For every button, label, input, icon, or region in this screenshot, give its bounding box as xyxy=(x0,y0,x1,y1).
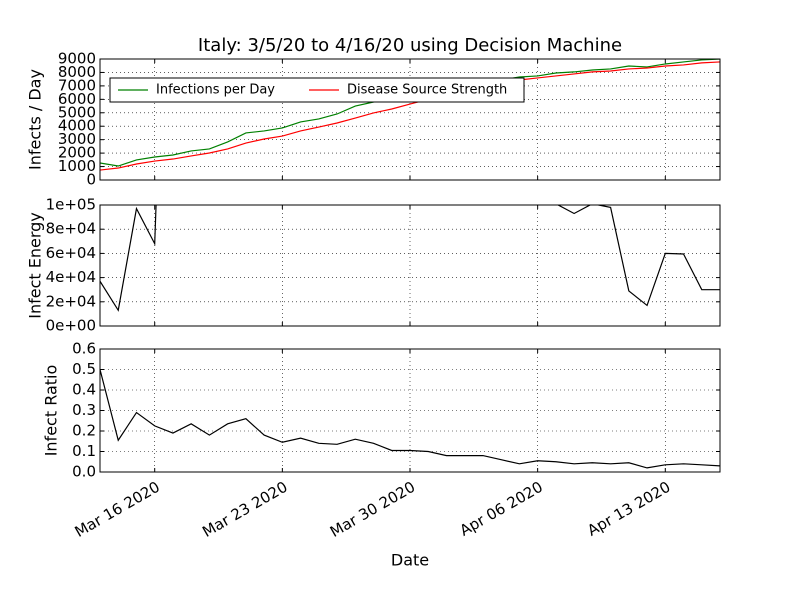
plot-panel: 0.0 0.1 0.2 0.3 0.4 0.5 0.6 Mar 16 2020 Mar 23 2… xyxy=(42,340,721,541)
legend-label: Disease Source Strength xyxy=(347,83,507,98)
y-tick-label: 9000 xyxy=(58,50,96,68)
y-tick-label: 1e+05 xyxy=(46,196,96,214)
x-axis-label: Date xyxy=(391,551,429,570)
y-tick-label: 6000 xyxy=(58,90,96,108)
y-tick-label: 2e+04 xyxy=(46,292,96,310)
y-tick-label: 3000 xyxy=(58,130,96,148)
plot-frame xyxy=(99,348,721,473)
y-tick-label: 0.3 xyxy=(72,401,96,419)
x-tick-label: Mar 30 2020 xyxy=(327,478,418,541)
chart-title: Italy: 3/5/20 to 4/16/20 using Decision … xyxy=(198,35,622,56)
y-tick-label: 0.1 xyxy=(72,442,96,460)
y-axis-label: Infect Ratio xyxy=(42,365,61,457)
y-tick-label: 0e+00 xyxy=(46,317,96,335)
legend: Infections per Day Disease Source Strengt… xyxy=(109,77,525,103)
plot-frame xyxy=(99,58,721,181)
x-tick-label: Apr 13 2020 xyxy=(584,478,673,540)
y-tick-label: 4000 xyxy=(58,117,96,135)
plot-frame xyxy=(99,204,721,327)
series-line xyxy=(100,61,720,171)
y-tick-label: 8000 xyxy=(58,63,96,81)
y-tick-label: 0.6 xyxy=(72,340,96,358)
x-tick-label: Apr 06 2020 xyxy=(457,478,546,540)
y-tick-label: 7000 xyxy=(58,76,96,94)
x-tick-label: Mar 23 2020 xyxy=(199,478,290,541)
y-tick-label: 8e+04 xyxy=(46,220,96,238)
y-tick-label: 0 xyxy=(86,171,96,189)
y-tick-label: 2000 xyxy=(58,144,96,162)
y-tick-label: 0.0 xyxy=(72,463,96,481)
legend-label: Infections per Day xyxy=(156,83,275,98)
y-tick-label: 4e+04 xyxy=(46,268,96,286)
x-tick-label: Mar 16 2020 xyxy=(72,478,163,541)
series-line xyxy=(100,205,720,312)
y-tick-label: 0.5 xyxy=(72,360,96,378)
y-tick-label: 0.4 xyxy=(72,381,96,399)
y-tick-label: 1000 xyxy=(58,157,96,175)
series-line xyxy=(100,369,720,469)
y-tick-label: 5000 xyxy=(58,103,96,121)
y-axis-label: Infects / Day xyxy=(26,69,45,170)
y-axis-label: Infect Energy xyxy=(26,212,45,319)
y-tick-label: 0.2 xyxy=(72,422,96,440)
y-tick-label: 6e+04 xyxy=(46,244,96,262)
